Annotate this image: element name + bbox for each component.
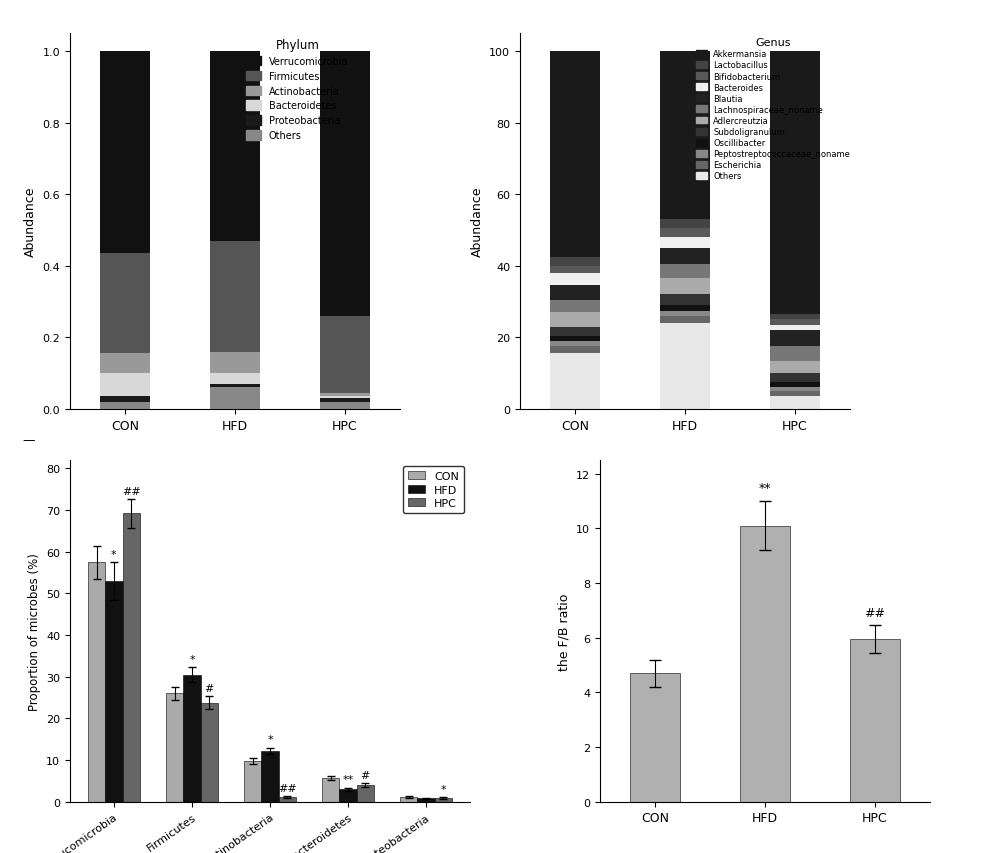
Text: ##: ##	[864, 606, 886, 619]
Bar	[660, 295, 710, 305]
Bar	[550, 336, 600, 341]
Bar	[105, 581, 123, 802]
Bar	[244, 761, 261, 802]
Bar	[210, 52, 260, 241]
Legend: CON, HFD, HPC: CON, HFD, HPC	[403, 467, 464, 514]
Bar	[660, 220, 710, 229]
Text: —: —	[22, 434, 34, 447]
Bar	[320, 398, 370, 403]
Bar	[770, 392, 820, 397]
Bar	[660, 316, 710, 323]
Bar	[100, 374, 150, 397]
Bar	[201, 703, 218, 802]
Bar	[660, 323, 710, 409]
Legend: Akkermansia, Lactobacillus, Bifidobacterium, Bacteroides, Blautia, Lachnospirace: Akkermansia, Lactobacillus, Bifidobacter…	[696, 38, 850, 181]
Y-axis label: Abundance: Abundance	[471, 187, 484, 257]
Y-axis label: the F/B ratio: the F/B ratio	[558, 593, 571, 670]
Text: *: *	[189, 654, 195, 664]
Bar	[660, 264, 710, 279]
Bar	[770, 315, 820, 320]
Text: #: #	[361, 769, 370, 780]
Bar	[770, 374, 820, 383]
Bar	[320, 403, 370, 409]
Bar	[770, 320, 820, 326]
Bar	[100, 254, 150, 354]
Bar	[740, 526, 790, 802]
Bar	[550, 286, 600, 300]
Bar	[770, 331, 820, 347]
Bar	[320, 397, 370, 398]
Bar	[210, 385, 260, 388]
Bar	[850, 640, 900, 802]
Bar	[550, 341, 600, 347]
Bar	[550, 258, 600, 266]
Bar	[660, 229, 710, 238]
Bar	[210, 374, 260, 385]
Bar	[88, 563, 105, 802]
Bar	[210, 388, 260, 409]
Bar	[660, 238, 710, 248]
Bar	[660, 248, 710, 264]
Bar	[183, 675, 201, 802]
Y-axis label: Proportion of microbes (%): Proportion of microbes (%)	[28, 553, 41, 710]
Bar	[770, 361, 820, 374]
Text: #: #	[204, 683, 214, 693]
Bar	[417, 798, 435, 802]
Bar	[435, 798, 452, 802]
Bar	[100, 354, 150, 374]
Text: ##: ##	[122, 486, 140, 496]
Bar	[123, 514, 140, 802]
Text: *: *	[267, 734, 273, 745]
Bar	[660, 305, 710, 311]
Bar	[100, 52, 150, 254]
Text: *: *	[111, 549, 117, 560]
Bar	[770, 52, 820, 315]
Bar	[550, 328, 600, 336]
Bar	[210, 241, 260, 352]
Bar	[770, 383, 820, 388]
Bar	[357, 785, 374, 802]
Bar	[660, 311, 710, 316]
Text: *: *	[440, 784, 446, 794]
Bar	[660, 52, 710, 220]
Legend: Verrucomicrobia, Firmicutes, Actinobacteria, Bacteroidetes, Proteobacteria, Othe: Verrucomicrobia, Firmicutes, Actinobacte…	[246, 39, 348, 141]
Text: ##: ##	[278, 783, 297, 792]
Bar	[550, 347, 600, 354]
Bar	[322, 778, 339, 802]
Bar	[550, 313, 600, 328]
Bar	[100, 397, 150, 403]
Text: **: **	[759, 482, 771, 495]
Bar	[339, 789, 357, 802]
Text: **: **	[342, 775, 354, 785]
Bar	[210, 352, 260, 374]
Bar	[261, 751, 279, 802]
Bar	[550, 300, 600, 313]
Bar	[770, 326, 820, 331]
Bar	[550, 354, 600, 409]
Bar	[630, 674, 680, 802]
Bar	[770, 397, 820, 409]
Bar	[770, 347, 820, 361]
Bar	[660, 279, 710, 295]
Bar	[550, 266, 600, 274]
Bar	[320, 393, 370, 397]
Bar	[770, 388, 820, 392]
Bar	[320, 316, 370, 393]
Bar	[550, 52, 600, 258]
Bar	[320, 52, 370, 316]
Bar	[400, 797, 417, 802]
Y-axis label: Abundance: Abundance	[24, 187, 37, 257]
Bar	[279, 798, 296, 802]
Bar	[550, 274, 600, 286]
Bar	[166, 693, 183, 802]
Bar	[100, 403, 150, 409]
